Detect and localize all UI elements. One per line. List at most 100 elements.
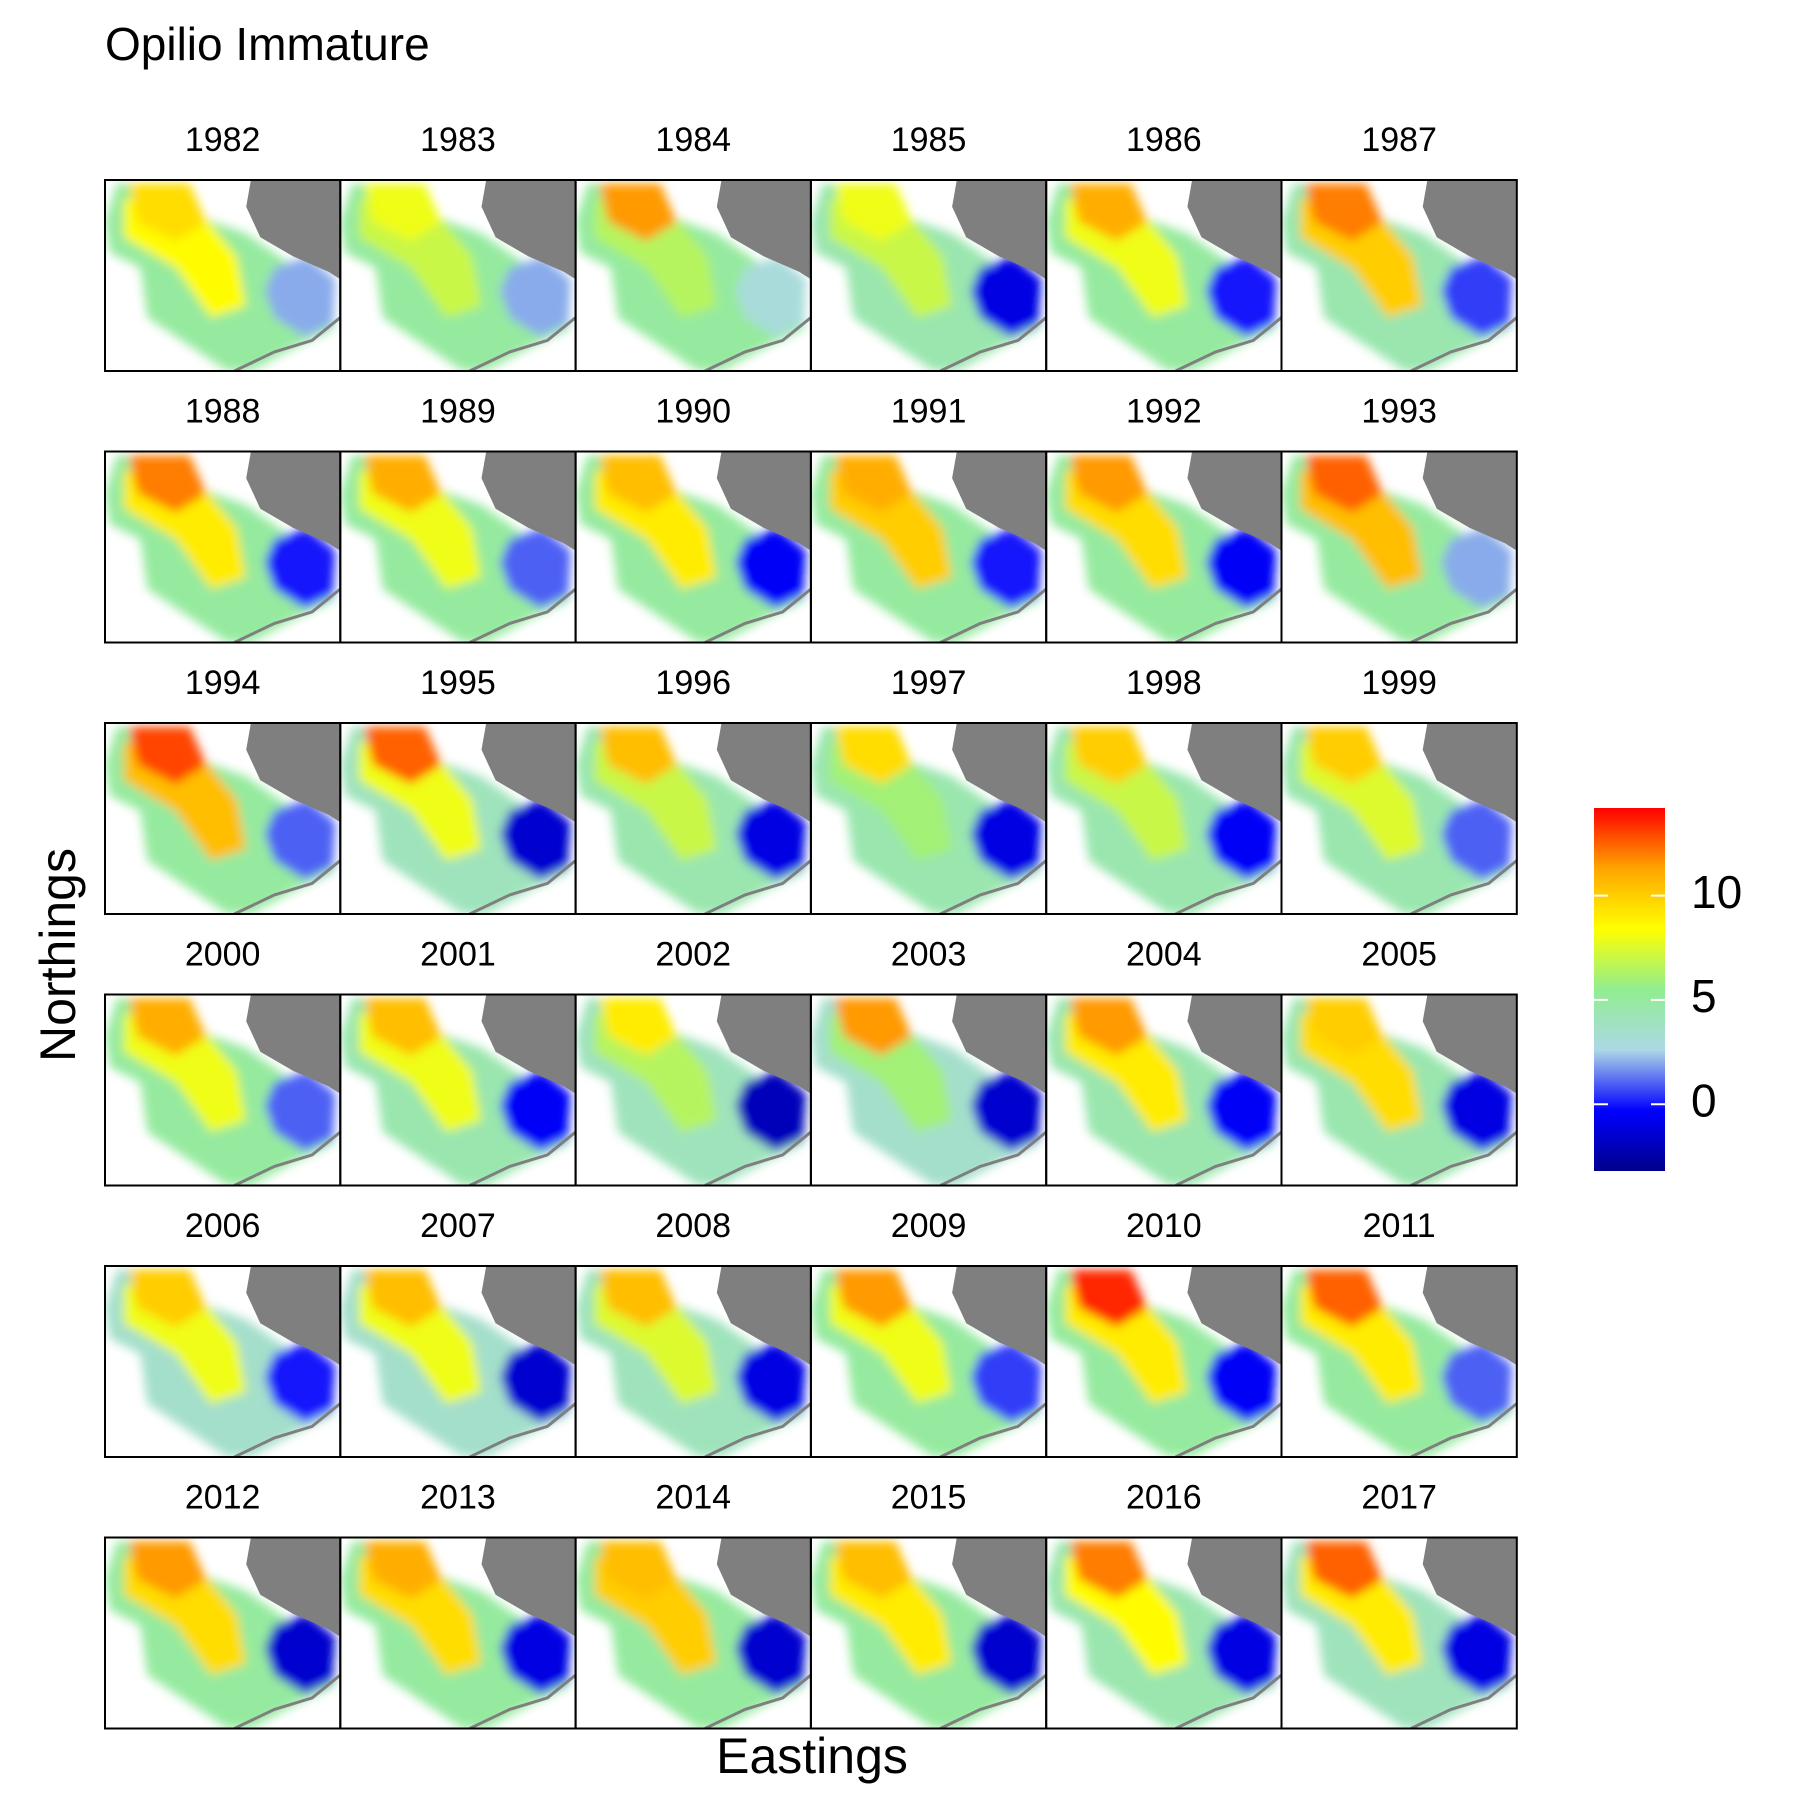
land [1187,1266,1282,1366]
panel [575,1537,811,1729]
panel [810,1266,1047,1457]
panel [340,1537,576,1729]
land [246,723,341,823]
coast [939,587,1047,643]
field [105,726,336,914]
colorbar-label: 0 [1691,1074,1717,1126]
panel [575,451,811,643]
coast [469,1130,576,1186]
facet-label: 1994 [185,664,261,702]
field [340,183,571,371]
zone [599,455,677,513]
field [340,998,571,1186]
coast [939,316,1047,371]
zone [363,1541,442,1599]
zone [363,998,442,1056]
zone [735,256,807,337]
zone [128,998,207,1056]
facet-label: 1999 [1361,664,1437,702]
land [952,994,1047,1094]
zone [1441,1342,1513,1423]
land [481,723,576,823]
facet-label: 1987 [1361,121,1437,159]
coast [1410,1402,1517,1457]
zone [265,1342,336,1423]
coast [233,1402,341,1457]
field [1046,1541,1277,1729]
field [1281,726,1513,914]
land [1187,1537,1282,1637]
zone [1305,998,1383,1056]
field [105,183,336,371]
panel [810,723,1047,914]
panel-border [1280,1536,1518,1730]
zone [1305,726,1383,785]
panel [810,451,1047,643]
facet-label: 1984 [655,121,731,159]
facet-label: 2011 [1363,1207,1436,1245]
panel [575,994,811,1186]
facet-label: 2017 [1361,1478,1437,1516]
zone [834,726,913,785]
zone [1441,256,1513,337]
zone [834,1541,913,1599]
panel [340,451,576,643]
field [1281,998,1513,1186]
coast [939,1402,1047,1457]
land [481,451,576,551]
panel [340,994,576,1186]
zone [128,1541,207,1599]
land [1187,723,1282,823]
coast [939,1673,1047,1729]
field [1281,1541,1513,1729]
field [810,726,1042,914]
coast [1174,316,1282,371]
land [716,1266,811,1366]
coast [1174,1673,1282,1729]
zone [599,1269,677,1328]
facet-label: 2005 [1361,935,1437,973]
panel [1046,451,1282,643]
field [810,998,1042,1186]
facet-label: 2002 [655,935,731,973]
coast [704,1130,811,1186]
zone [1069,455,1148,513]
field [810,1269,1042,1457]
coast [469,587,576,643]
field [340,1541,571,1729]
land [716,180,811,280]
zone [735,1342,807,1423]
field [105,1269,336,1457]
field [105,998,336,1186]
facet-label: 1998 [1126,664,1202,702]
land [246,1266,341,1366]
zone [1305,1541,1383,1599]
zone [128,455,207,513]
facet-label: 2015 [891,1478,967,1516]
coast [1174,587,1282,643]
panel [105,1537,341,1729]
panel [105,994,341,1186]
facet-label: 2010 [1126,1207,1202,1245]
field [810,455,1042,643]
panel-border [1280,179,1518,372]
coast [233,1673,341,1729]
zone [128,726,207,785]
facet-label: 1992 [1126,392,1202,430]
coast [469,1673,576,1729]
facet-label: 1988 [185,392,261,430]
land [952,180,1047,280]
zone [1441,527,1513,609]
zone [735,527,807,609]
coast [704,1402,811,1457]
facet-label: 2014 [655,1478,731,1516]
field [1046,1269,1277,1457]
zone [1441,1613,1513,1695]
panel [810,994,1047,1186]
panel [575,1266,811,1457]
facet-label: 2004 [1126,935,1202,973]
panel [105,180,341,371]
zone [599,183,677,242]
coast [704,587,811,643]
field [810,183,1042,371]
